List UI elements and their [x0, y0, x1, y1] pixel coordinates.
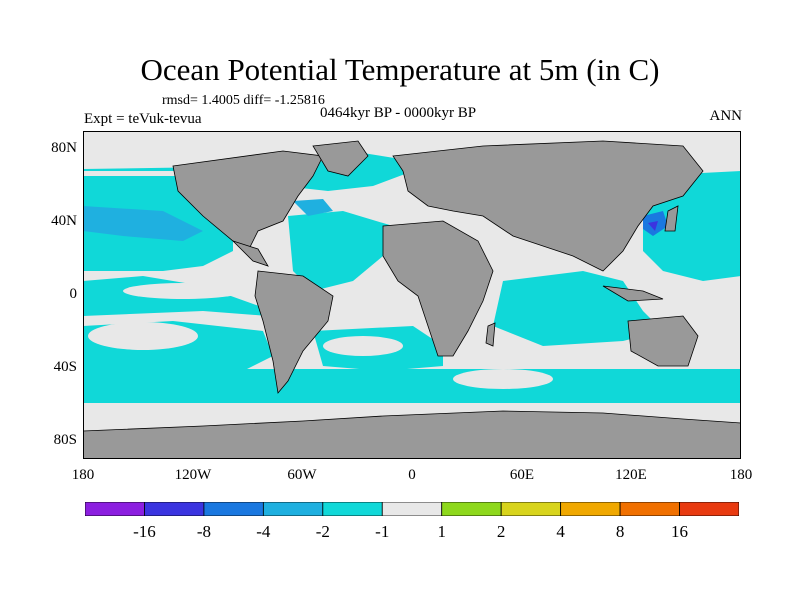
land-africa [382, 220, 494, 357]
cooling-south-ring [83, 369, 741, 403]
colorbar-swatch [381, 502, 443, 516]
x-tick-180e: 180 [729, 467, 753, 483]
world-map [83, 131, 741, 459]
colorbar-swatch [322, 502, 383, 516]
map-frame [83, 131, 741, 459]
colorbar-swatch [560, 502, 621, 516]
colorbar-swatch [500, 502, 562, 516]
land-south-america [254, 270, 334, 394]
x-tick-0: 0 [408, 467, 416, 483]
colorbar-swatch [262, 502, 324, 516]
colorbar-swatch [85, 502, 145, 516]
neutral-pacific-south-1 [88, 322, 198, 350]
land-indonesia [602, 285, 664, 302]
colorbar-label: -1 [375, 522, 390, 541]
x-tick-60e: 60E [509, 467, 535, 483]
x-tick-180w: 180 [71, 467, 95, 483]
experiment-label: Expt = teVuk-tevua [84, 111, 202, 127]
neutral-pacific-south-2 [323, 336, 403, 356]
colorbar-label: 4 [556, 522, 565, 541]
neutral-regions [88, 283, 741, 389]
land-australia [627, 315, 699, 367]
land-antarctica [83, 410, 741, 459]
colorbar-swatch [441, 502, 502, 516]
y-tick-0: 0 [69, 286, 78, 302]
colorbar-swatch [144, 502, 205, 516]
colorbar-label: 8 [615, 522, 625, 541]
colorbar-swatch [619, 502, 680, 516]
y-tick-40s: 40S [53, 359, 77, 375]
y-tick-40n: 40N [51, 213, 77, 229]
x-tick-120w: 120W [174, 467, 212, 483]
y-tick-80s: 80S [53, 432, 77, 448]
land-greenland [312, 140, 369, 177]
cooling-tropical-atlantic [288, 211, 393, 291]
land-eurasia [392, 140, 704, 272]
land-japan [664, 205, 679, 232]
y-tick-80n: 80N [51, 140, 77, 156]
colorbar-swatch [203, 502, 264, 516]
land [83, 140, 741, 459]
period-label: 0464kyr BP - 0000kyr BP [320, 105, 477, 121]
colorbar-label: -16 [133, 522, 156, 541]
stats-label: rmsd= 1.4005 diff= -1.25816 [162, 93, 325, 108]
colorbar-label: -8 [196, 522, 211, 541]
colorbar-label: 1 [437, 522, 446, 541]
colorbar-swatch [679, 502, 739, 516]
neutral-indian-south [453, 369, 553, 389]
map-title: Ocean Potential Temperature at 5m (in C) [140, 52, 660, 87]
x-tick-60w: 60W [287, 467, 317, 483]
land-central-america [232, 240, 269, 267]
colorbar-label: 2 [496, 522, 506, 541]
cooling-strong-north-pacific [83, 206, 203, 241]
season-label: ANN [709, 108, 743, 124]
land-madagascar [485, 322, 496, 347]
colorbar-label: -2 [315, 522, 330, 541]
cooling-kuroshio-core [648, 221, 658, 231]
x-tick-120e: 120E [615, 467, 647, 483]
colorbar-label: 16 [671, 522, 689, 541]
colorbar [85, 502, 739, 516]
cooling-strong-north-atlantic [293, 199, 333, 216]
neutral-equatorial [123, 283, 243, 299]
colorbar-label: -4 [256, 522, 271, 541]
land-north-america [172, 150, 324, 252]
